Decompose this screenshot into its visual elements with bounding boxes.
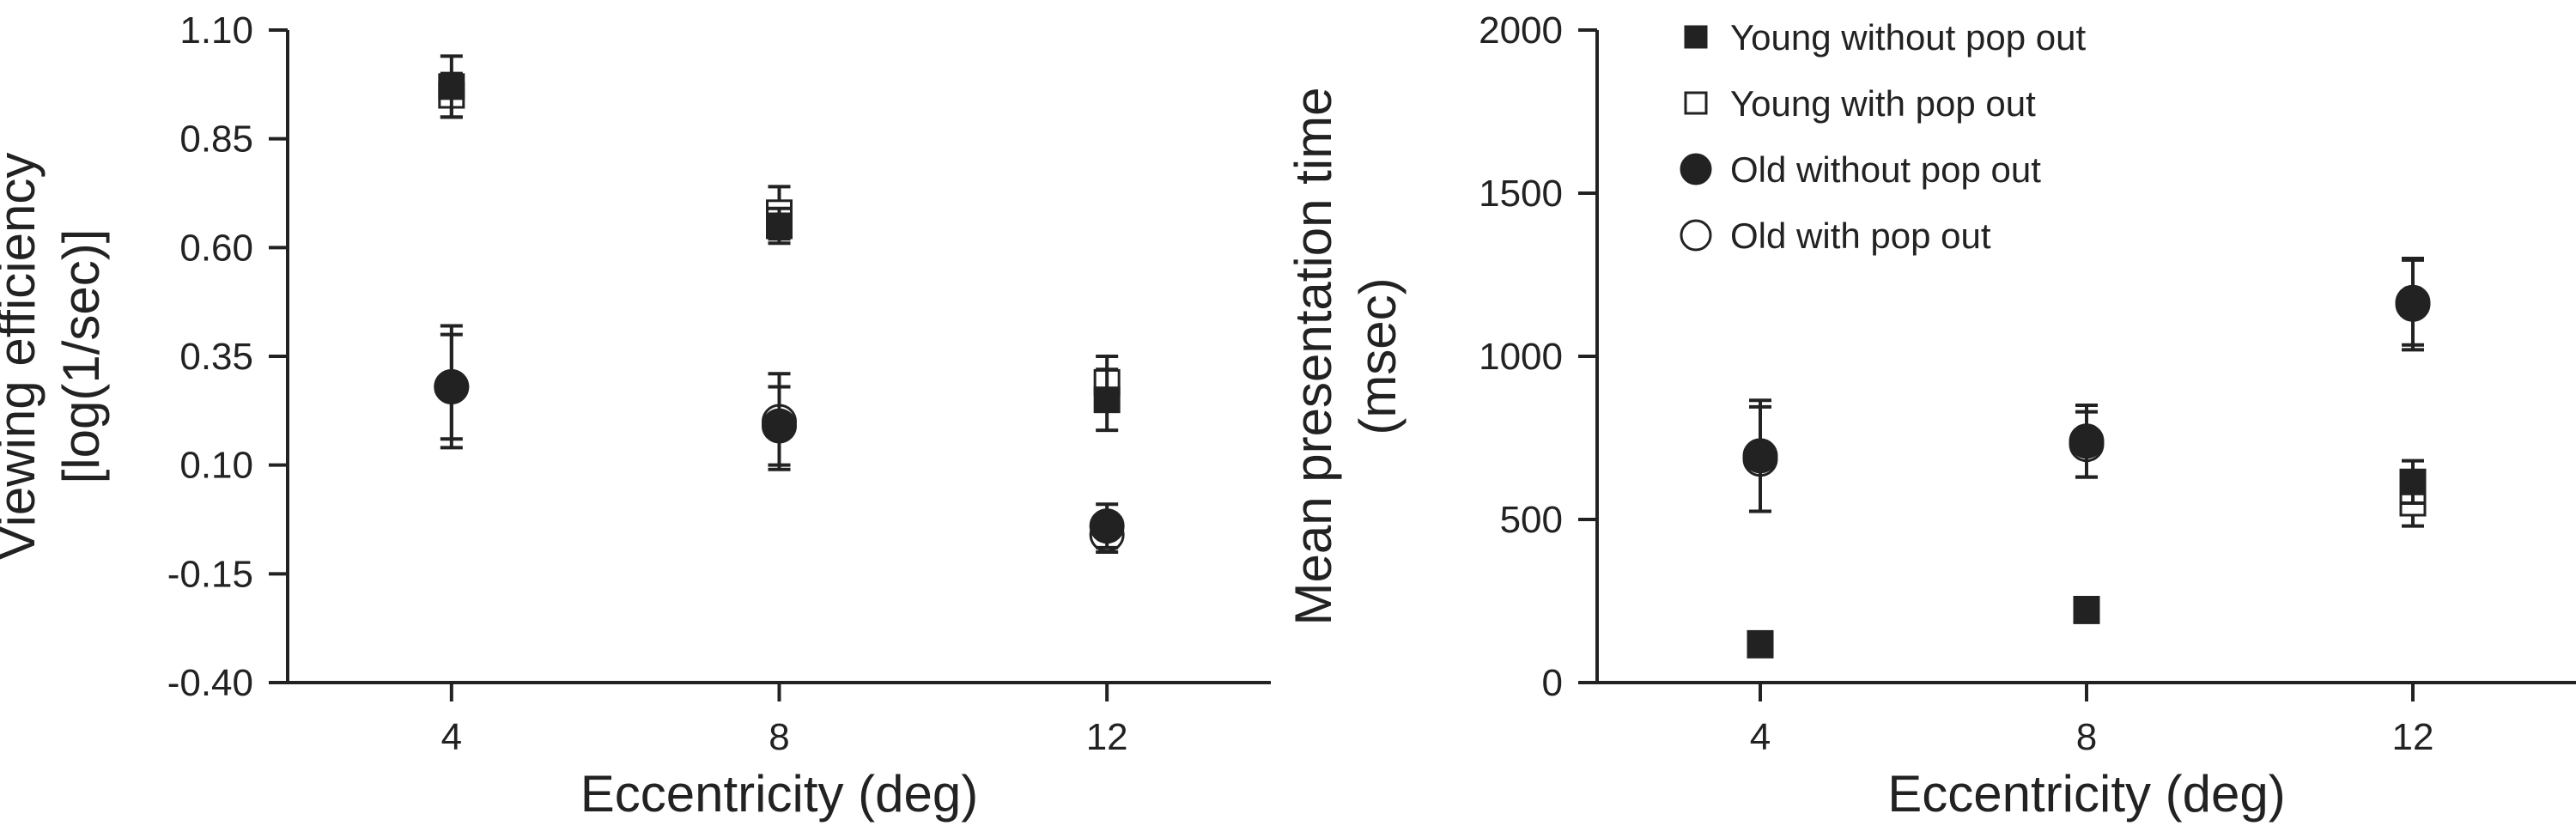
y-axis-title-line: [log(1/sec)]	[52, 229, 110, 484]
legend-marker-old-with-pop-out	[1680, 219, 1712, 252]
y-tick-label: 0	[1542, 662, 1563, 704]
y-tick-label: -0.15	[167, 553, 253, 595]
x-axis-title: Eccentricity (deg)	[580, 765, 978, 823]
x-tick-label: 12	[1086, 716, 1128, 758]
y-tick-label: 500	[1500, 499, 1563, 541]
y-tick-label: 0.35	[179, 336, 253, 378]
y-tick-label: -0.40	[167, 662, 253, 704]
data-point-young-without-pop-out	[438, 73, 465, 100]
data-point-old-without-pop-out	[1089, 508, 1125, 544]
x-tick-label: 8	[769, 716, 789, 758]
x-tick-label: 4	[441, 716, 462, 758]
data-point-old-without-pop-out	[762, 408, 797, 444]
legend-label: Young without pop out	[1730, 17, 2086, 58]
y-axis-title: Mean presentation time (msec)	[1285, 87, 1406, 625]
data-point-young-without-pop-out	[2073, 596, 2100, 622]
y-axis-title: Viewing efficiency [log(1/sec)]	[0, 153, 110, 561]
x-tick-label: 8	[2076, 716, 2097, 758]
x-tick-label: 12	[2392, 716, 2434, 758]
right-panel-presentation-time: 2000 1500 1000 500 0 4 8 12 Eccentricity (deg) Me…	[1285, 9, 2576, 823]
legend-label: Old without pop out	[1730, 149, 2041, 190]
data-point-young-without-pop-out	[2399, 468, 2427, 495]
x-tick-label: 4	[1750, 716, 1771, 758]
data-point-young-without-pop-out	[1747, 631, 1774, 659]
y-tick-label: 1000	[1479, 336, 1563, 378]
data-point-young-without-pop-out	[1093, 386, 1121, 414]
legend-label: Young with pop out	[1730, 83, 2036, 124]
legend-label: Old with pop out	[1730, 216, 1991, 256]
y-tick-label: 1.10	[179, 9, 253, 52]
legend-marker-old-without-pop-out	[1680, 153, 1712, 185]
y-tick-label: 1500	[1479, 173, 1563, 215]
data-point-old-without-pop-out	[2069, 423, 2105, 459]
legend-marker-young-with-pop-out	[1684, 91, 1708, 115]
y-axis-title-line: Mean presentation time	[1285, 87, 1342, 625]
legend: Young without pop out Young with pop out O…	[1680, 17, 2086, 256]
data-point-old-without-pop-out	[434, 368, 470, 404]
y-tick-label: 2000	[1479, 9, 1563, 52]
data-point-old-without-pop-out	[1742, 438, 1778, 474]
legend-marker-young-without-pop-out	[1684, 25, 1708, 49]
left-panel-viewing-efficiency: 1.10 0.85 0.60 0.35 0.10 -0.15 -0.40 4 8 12 Eccent…	[0, 9, 1271, 823]
y-tick-label: 0.10	[179, 445, 253, 487]
y-tick-label: 0.60	[179, 227, 253, 269]
y-tick-label: 0.85	[179, 118, 253, 161]
data-point-old-without-pop-out	[2395, 284, 2431, 320]
y-axis-title-line: (msec)	[1349, 277, 1406, 434]
x-axis-title: Eccentricity (deg)	[1887, 765, 2285, 823]
y-axis-title-line: Viewing efficiency	[0, 153, 46, 561]
data-point-young-without-pop-out	[766, 212, 793, 240]
